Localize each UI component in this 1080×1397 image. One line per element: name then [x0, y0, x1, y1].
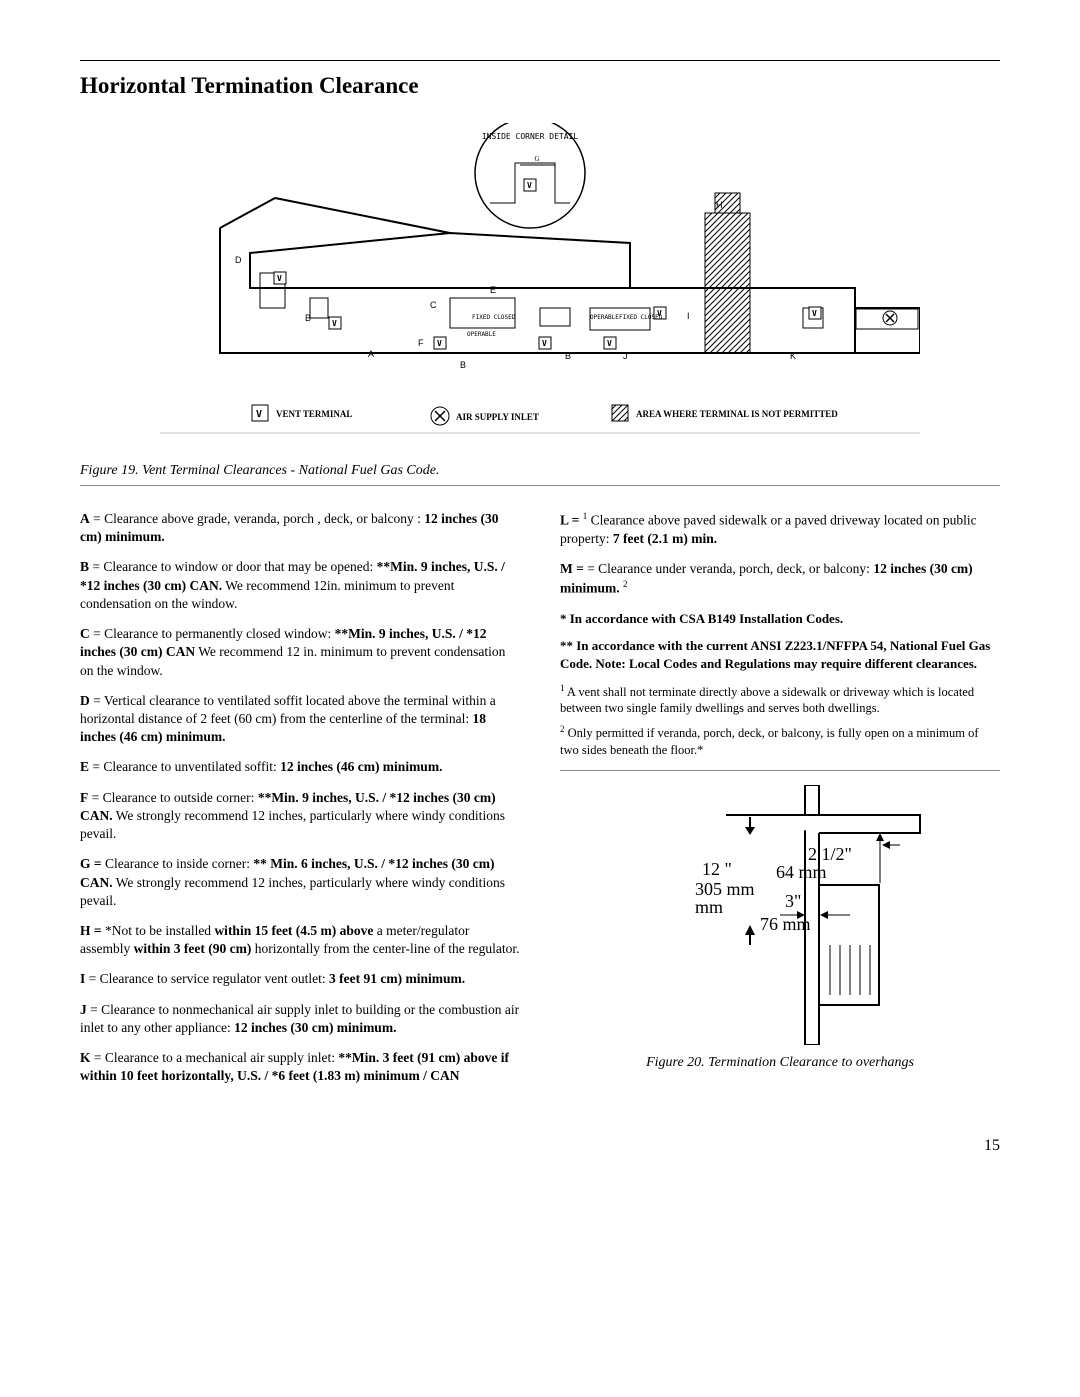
left-column: A = Clearance above grade, veranda, porc… [80, 510, 520, 1097]
footnote-1: 1 A vent shall not terminate directly ab… [560, 683, 1000, 717]
legend-vent-terminal: VENT TERMINAL [276, 409, 352, 419]
page-number: 15 [80, 1137, 1000, 1155]
svg-text:B: B [565, 351, 571, 361]
operable-label-2: OPERABLE [590, 314, 619, 321]
fixed-closed-label-2: FIXED CLOSED [619, 314, 663, 321]
clearance-item-I: I = Clearance to service regulator vent … [80, 970, 520, 988]
clearance-columns: A = Clearance above grade, veranda, porc… [80, 510, 1000, 1097]
clearance-item-B: B = Clearance to window or door that may… [80, 558, 520, 613]
svg-text:C: C [430, 300, 437, 310]
fixed-closed-label: FIXED CLOSED [472, 314, 516, 321]
dim-12in: 12 " [702, 859, 732, 879]
note-csa: * In accordance with CSA B149 Installati… [560, 610, 1000, 628]
figure-19-caption: Figure 19. Vent Terminal Clearances - Na… [80, 463, 1000, 479]
svg-text:H: H [716, 200, 723, 210]
svg-text:B: B [460, 360, 466, 370]
clearance-item-L: L = 1 Clearance above paved sidewalk or … [560, 510, 1000, 548]
svg-text:V: V [527, 181, 532, 190]
svg-text:D: D [235, 255, 242, 265]
svg-text:mm: mm [695, 897, 723, 917]
clearance-item-J: J = Clearance to nonmechanical air suppl… [80, 1001, 520, 1037]
right-column: L = 1 Clearance above paved sidewalk or … [560, 510, 1000, 1097]
dim-76mm: 76 mm [760, 914, 811, 934]
clearance-item-E: E = Clearance to unventilated soffit: 12… [80, 758, 520, 776]
svg-text:G: G [534, 155, 539, 163]
dim-305mm: 305 mm [695, 879, 755, 899]
svg-text:A: A [368, 349, 374, 359]
svg-text:V: V [542, 339, 547, 348]
figure-19: V V V V V V V V V G INSIDE CORNER DETAIL… [80, 123, 1000, 453]
svg-text:J: J [623, 351, 628, 361]
legend-not-permitted: AREA WHERE TERMINAL IS NOT PERMITTED [636, 409, 838, 419]
page-title: Horizontal Termination Clearance [80, 73, 1000, 99]
clearance-item-H: H = *Not to be installed within 15 feet … [80, 922, 520, 958]
svg-text:F: F [418, 338, 424, 348]
footnote-2: 2 Only permitted if veranda, porch, deck… [560, 724, 1000, 758]
dim-3in: 3" [785, 891, 801, 911]
svg-text:E: E [490, 285, 496, 295]
figure-20: 12 " 305 mm mm 2 1/2" 64 mm 3" 76 mm [560, 785, 1000, 1045]
clearance-item-D: D = Vertical clearance to ventilated sof… [80, 692, 520, 747]
note-ansi: ** In accordance with the current ANSI Z… [560, 637, 1000, 672]
inside-corner-label: INSIDE CORNER DETAIL [482, 132, 579, 141]
legend-air-supply: AIR SUPPLY INLET [456, 412, 539, 422]
svg-text:K: K [790, 351, 796, 361]
clearance-item-G: G = Clearance to inside corner: ** Min. … [80, 855, 520, 910]
clearance-item-A: A = Clearance above grade, veranda, porc… [80, 510, 520, 546]
operable-label: OPERABLE [467, 331, 496, 338]
svg-text:V: V [277, 274, 282, 283]
dim-25in: 2 1/2" [808, 844, 852, 864]
svg-text:V: V [332, 319, 337, 328]
figure-20-caption: Figure 20. Termination Clearance to over… [560, 1055, 1000, 1071]
right-mid-rule [560, 770, 1000, 771]
clearance-item-K: K = Clearance to a mechanical air supply… [80, 1049, 520, 1085]
clearance-item-C: C = Clearance to permanently closed wind… [80, 625, 520, 680]
clearance-item-F: F = Clearance to outside corner: **Min. … [80, 789, 520, 844]
svg-text:B: B [305, 313, 311, 323]
svg-text:V: V [256, 409, 262, 420]
clearance-item-M: M = = Clearance under veranda, porch, de… [560, 560, 1000, 598]
svg-text:I: I [687, 311, 690, 321]
caption-rule [80, 485, 1000, 486]
top-rule [80, 60, 1000, 61]
svg-text:V: V [812, 309, 817, 318]
dim-64mm: 64 mm [776, 862, 827, 882]
svg-text:V: V [437, 339, 442, 348]
svg-text:V: V [607, 339, 612, 348]
